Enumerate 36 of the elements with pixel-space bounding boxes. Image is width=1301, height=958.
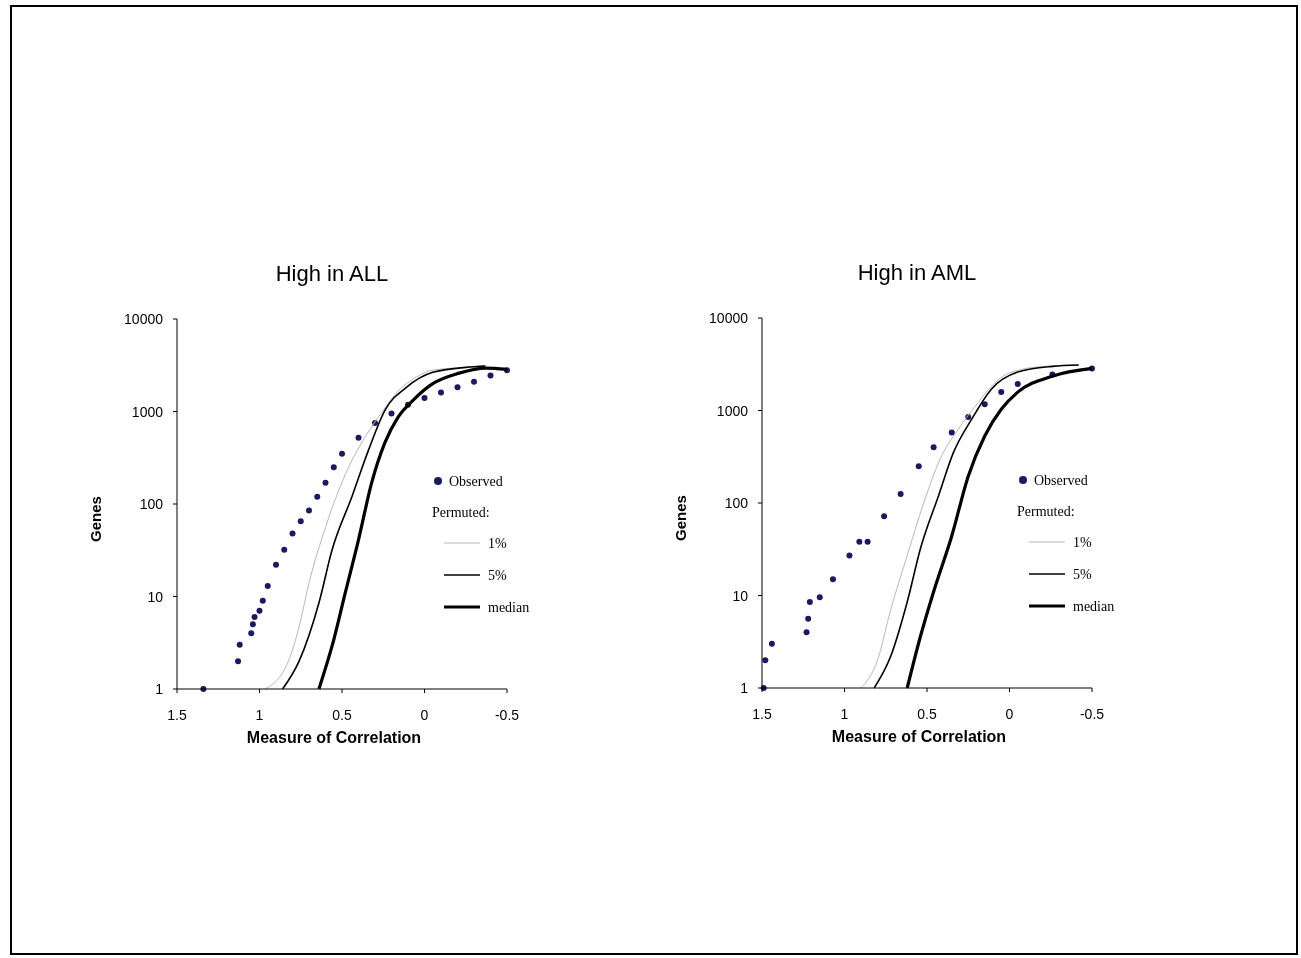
x-axis-title: Measure of Correlation bbox=[246, 729, 422, 746]
x-tick-label: 1.5 bbox=[167, 707, 187, 723]
y-tick-label: 1 bbox=[155, 681, 164, 697]
legend-label: 1% bbox=[488, 536, 507, 551]
x-tick-label: 1 bbox=[255, 707, 264, 723]
x-tick-label: -0.5 bbox=[494, 707, 520, 723]
y-tick-label: 10000 bbox=[124, 311, 164, 327]
x-tick-label: 1.5 bbox=[752, 706, 772, 722]
legend-label: 1% bbox=[1073, 535, 1092, 550]
y-tick-label: 10 bbox=[732, 587, 749, 604]
legend-title: Permuted: bbox=[432, 505, 490, 520]
x-tick-label: 0.5 bbox=[332, 707, 352, 723]
x-tick-label: 0 bbox=[420, 707, 429, 723]
x-axis-title: Measure of Correlation bbox=[831, 728, 1007, 745]
legend-label: Observed bbox=[449, 474, 503, 489]
y-tick-label: 100 bbox=[724, 495, 749, 511]
chart-title: High in AML bbox=[857, 260, 977, 285]
y-tick-label: 10 bbox=[147, 588, 164, 605]
legend-label: 5% bbox=[488, 568, 507, 583]
legend-title: Permuted: bbox=[1017, 504, 1075, 519]
legend-label: 5% bbox=[1073, 567, 1092, 582]
x-tick-label: 0.5 bbox=[917, 706, 937, 722]
legend-label: median bbox=[1073, 599, 1115, 614]
x-tick-label: -0.5 bbox=[1079, 706, 1105, 722]
legend-label: median bbox=[488, 600, 530, 615]
chart-title: High in ALL bbox=[275, 261, 389, 286]
y-tick-label: 1 bbox=[740, 680, 749, 696]
y-tick-label: 100 bbox=[139, 496, 164, 512]
y-tick-label: 1000 bbox=[131, 403, 164, 420]
x-tick-label: 0 bbox=[1005, 706, 1014, 722]
y-axis-title: Genes bbox=[87, 496, 104, 542]
legend-label: Observed bbox=[1034, 473, 1088, 488]
y-tick-label: 1000 bbox=[716, 402, 749, 419]
y-axis-title: Genes bbox=[672, 495, 689, 541]
x-tick-label: 1 bbox=[840, 706, 849, 722]
y-tick-label: 10000 bbox=[709, 310, 749, 326]
